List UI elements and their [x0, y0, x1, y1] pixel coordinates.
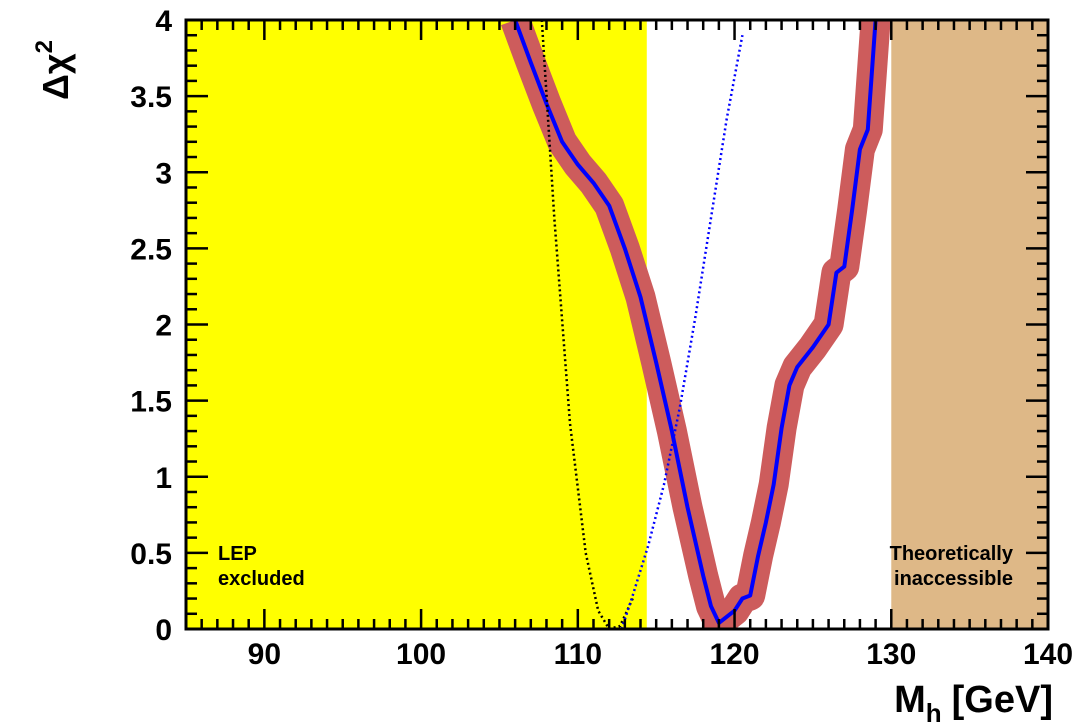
y-tick-label: 4 — [155, 5, 172, 38]
region-theory — [891, 20, 1048, 629]
theory-label-line: Theoretically — [890, 543, 1014, 565]
axis-ticks — [184, 18, 1050, 631]
y-tick-label: 3 — [155, 157, 172, 190]
x-axis-title: Mh [GeV] — [894, 679, 1053, 728]
y-tick-label: 2 — [155, 310, 172, 343]
y-axis-title-main: Δχ — [35, 53, 76, 100]
x-axis-title-sub: h — [926, 698, 942, 728]
x-tick-label: 120 — [710, 638, 760, 671]
region-lep — [186, 20, 647, 629]
y-axis-title-sup: 2 — [31, 40, 58, 53]
y-tick-label: 0.5 — [130, 538, 172, 571]
x-tick-label: 140 — [1023, 638, 1073, 671]
y-tick-label: 3.5 — [130, 81, 172, 114]
y-tick-label: 2.5 — [130, 233, 172, 266]
y-tick-label: 1.5 — [130, 386, 172, 419]
x-axis-title-unit: [GeV] — [952, 679, 1053, 721]
x-tick-label: 110 — [554, 638, 602, 671]
y-tick-label: 0 — [155, 614, 172, 647]
x-tick-label: 100 — [396, 638, 446, 671]
tick-labels: 90 100 110 120 130 140 0 0.5 1 1.5 2 2.5 3 3.5 4 — [130, 5, 1073, 671]
theory-label-line: inaccessible — [894, 568, 1013, 590]
lep-label-line: excluded — [218, 568, 305, 590]
region-annotations: LEP excluded Theoretically inaccessible — [218, 543, 1014, 590]
lep-label-line: LEP — [218, 543, 257, 565]
y-axis-title: Δχ2 — [31, 40, 76, 100]
x-axis-title-main: M — [894, 679, 926, 721]
shaded-regions — [186, 20, 1048, 629]
y-tick-label: 1 — [155, 462, 172, 495]
x-tick-label: 90 — [248, 638, 281, 671]
x-tick-label: 130 — [866, 638, 916, 671]
